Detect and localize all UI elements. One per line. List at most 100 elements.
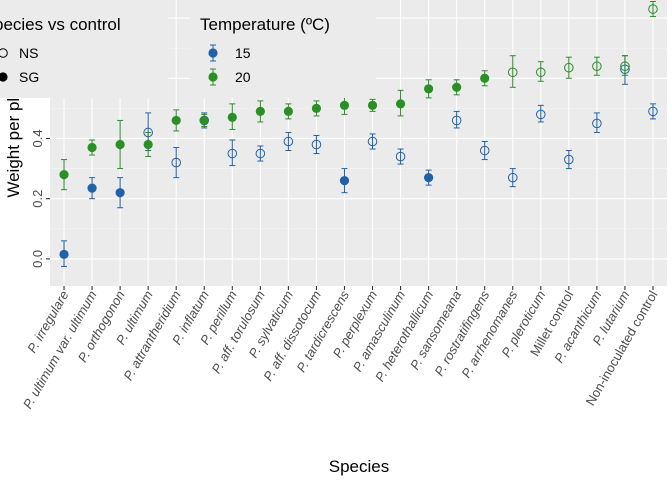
data-point-group	[115, 119, 125, 170]
data-point	[479, 145, 490, 156]
data-point-group	[424, 169, 434, 186]
data-point	[395, 151, 406, 162]
data-point	[395, 99, 406, 109]
data-point-group	[367, 98, 378, 112]
y-axis-title: Weight per pla	[4, 88, 23, 198]
y-tick-labels: 0.0 0.2 0.4	[30, 129, 45, 267]
legend-20-label: 20	[235, 69, 251, 85]
data-point-group	[255, 100, 265, 123]
legend-temperature-box	[190, 0, 376, 98]
legend-key-point	[208, 48, 218, 58]
legend-temperature-title: Temperature (ºC)	[200, 15, 330, 34]
data-point-group	[339, 168, 350, 194]
data-point-group	[311, 134, 322, 155]
data-point-group	[507, 55, 518, 88]
data-point-group	[535, 104, 546, 123]
data-point	[620, 61, 630, 72]
legend-ns-label: NS	[19, 45, 38, 61]
data-point-group	[143, 131, 153, 158]
data-point-group	[283, 103, 293, 120]
data-point	[480, 73, 490, 83]
data-point	[507, 172, 518, 183]
data-point	[535, 109, 546, 120]
data-point	[592, 61, 602, 72]
data-point	[452, 82, 462, 92]
data-point	[59, 249, 69, 259]
data-point-group	[115, 177, 125, 209]
data-point-group	[480, 70, 490, 87]
data-point-group	[171, 147, 182, 179]
data-point	[507, 67, 518, 78]
legend-ns-key	[0, 48, 8, 58]
data-point-group	[564, 150, 574, 170]
data-point	[171, 157, 182, 168]
data-point-group	[227, 103, 237, 130]
axis-ticks	[46, 137, 654, 290]
data-point	[87, 183, 97, 193]
data-point	[424, 173, 434, 183]
data-point-group	[59, 240, 69, 267]
data-point-group	[283, 131, 294, 152]
legend-temperature: Temperature (ºC) 15 20	[190, 0, 376, 98]
data-point	[367, 100, 378, 110]
data-point	[564, 62, 574, 73]
legend-temperature-keys	[208, 44, 218, 86]
legend-15-key	[208, 44, 218, 62]
data-marks	[59, 1, 658, 267]
data-point	[283, 136, 294, 147]
data-point-group	[451, 110, 462, 129]
data-point	[592, 118, 602, 129]
legend-20-key	[208, 68, 218, 86]
y-tick-label: 0.4	[30, 129, 45, 147]
data-point	[227, 112, 237, 123]
data-point-group	[59, 159, 69, 191]
data-point	[115, 139, 125, 150]
data-point	[311, 103, 322, 113]
data-point	[535, 67, 546, 78]
data-point-group	[227, 139, 238, 167]
data-point	[367, 136, 378, 147]
data-point-group	[648, 103, 658, 120]
data-point-group	[171, 109, 181, 132]
data-point-group	[424, 79, 434, 99]
data-point	[339, 176, 350, 186]
data-point-group	[592, 56, 602, 76]
data-point	[115, 188, 125, 198]
data-point-group	[479, 140, 490, 161]
y-tick-label: 0.2	[30, 190, 45, 208]
data-point	[339, 100, 350, 110]
x-axis-title: Species	[329, 457, 389, 476]
data-point-group	[367, 133, 378, 150]
data-point-group	[592, 112, 602, 133]
data-point-group	[395, 148, 406, 165]
data-point	[227, 148, 238, 159]
data-point-group	[564, 56, 574, 79]
data-point-group	[507, 168, 518, 188]
data-point-group	[648, 1, 658, 18]
data-point	[648, 106, 658, 117]
data-point	[451, 115, 462, 126]
data-point	[143, 139, 153, 150]
data-point-group	[199, 113, 209, 127]
data-point	[199, 115, 209, 126]
data-point-group	[452, 79, 462, 96]
data-point-group	[395, 89, 406, 117]
legend-15-label: 15	[235, 45, 251, 61]
data-point	[648, 4, 658, 14]
data-point	[283, 106, 293, 116]
legend-sg-key	[0, 72, 8, 82]
legend-sg-label: SG	[19, 69, 39, 85]
data-point	[255, 148, 266, 159]
data-point-group	[255, 145, 266, 162]
data-point-group	[620, 55, 630, 76]
data-point-group	[311, 100, 322, 117]
data-point-group	[87, 177, 97, 200]
legend-significance-title: pecies vs control	[0, 15, 121, 34]
data-point	[255, 106, 265, 116]
legend-significance: pecies vs control NS SG	[0, 0, 168, 98]
data-point-group	[87, 139, 97, 156]
data-point	[59, 170, 69, 180]
data-point	[171, 115, 181, 126]
